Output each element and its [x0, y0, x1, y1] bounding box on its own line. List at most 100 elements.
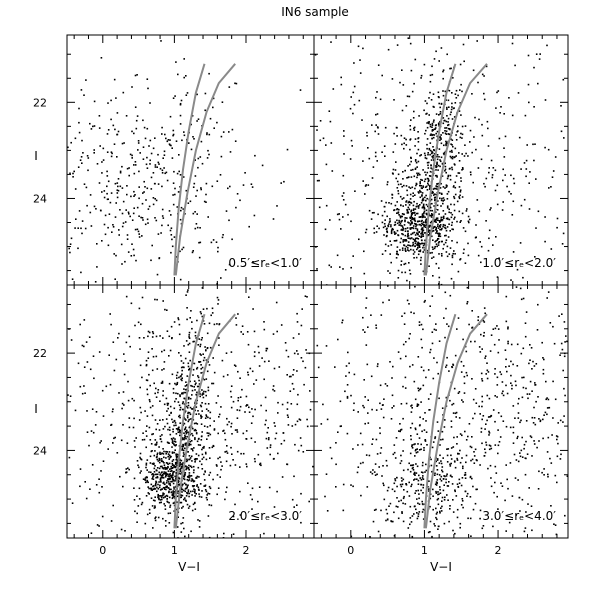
star-point: [342, 268, 344, 270]
star-point: [138, 498, 141, 500]
star-point: [142, 432, 144, 434]
star-point: [353, 85, 356, 88]
star-point: [216, 474, 219, 476]
star-point: [411, 483, 413, 486]
star-point: [192, 427, 194, 430]
star-point: [410, 210, 412, 213]
star-point: [128, 417, 131, 419]
star-point: [450, 426, 453, 428]
star-point: [80, 227, 82, 230]
star-point: [181, 373, 183, 376]
star-point: [561, 313, 563, 315]
star-point: [187, 362, 190, 365]
star-point: [226, 452, 229, 454]
star-point: [380, 408, 383, 410]
star-point: [553, 523, 555, 525]
star-point: [335, 463, 337, 466]
star-point: [169, 405, 172, 408]
star-point: [517, 479, 519, 481]
star-point: [211, 446, 214, 449]
star-point: [205, 414, 207, 416]
star-point: [174, 475, 176, 478]
star-point: [153, 488, 155, 490]
star-point: [199, 395, 201, 398]
star-point: [170, 467, 172, 470]
star-point: [188, 472, 191, 474]
star-point: [462, 168, 464, 170]
star-point: [384, 250, 387, 252]
star-point: [161, 126, 163, 129]
star-point: [179, 416, 181, 419]
star-point: [441, 469, 443, 472]
star-point: [517, 412, 520, 414]
star-point: [533, 443, 536, 445]
star-point: [116, 196, 119, 199]
star-point: [394, 169, 397, 171]
star-point: [117, 337, 119, 339]
star-point: [437, 223, 439, 226]
star-point: [129, 215, 131, 218]
star-point: [451, 144, 453, 146]
star-point: [406, 208, 408, 211]
star-point: [182, 449, 185, 452]
star-point: [407, 232, 409, 235]
star-point: [398, 221, 401, 224]
star-point: [480, 245, 483, 248]
star-point: [248, 411, 251, 413]
star-point: [175, 469, 178, 471]
star-point: [410, 237, 413, 239]
star-point: [361, 443, 364, 446]
star-point: [437, 244, 440, 246]
star-point: [507, 487, 509, 490]
star-point: [196, 385, 199, 388]
star-point: [164, 504, 166, 507]
star-point: [209, 424, 211, 427]
star-point: [398, 219, 400, 222]
star-point: [496, 384, 499, 386]
star-point: [196, 485, 198, 487]
star-point: [155, 469, 158, 471]
star-point: [171, 418, 173, 421]
star-point: [458, 482, 461, 484]
star-point: [534, 384, 536, 386]
star-point: [154, 164, 157, 166]
star-point: [494, 169, 497, 172]
star-point: [102, 147, 105, 150]
star-point: [157, 389, 160, 391]
star-point: [552, 380, 554, 383]
star-point: [412, 195, 414, 197]
star-point: [556, 217, 559, 220]
star-point: [80, 156, 83, 158]
star-point: [437, 372, 439, 375]
star-point: [345, 365, 348, 367]
star-point: [196, 423, 199, 425]
star-point: [494, 189, 497, 192]
star-point: [468, 218, 471, 221]
star-point: [452, 511, 455, 513]
star-point: [136, 228, 139, 231]
star-point: [419, 250, 422, 253]
star-point: [433, 194, 435, 196]
star-point: [459, 189, 462, 191]
star-point: [140, 216, 142, 219]
star-point: [447, 174, 450, 177]
star-point: [267, 438, 270, 441]
star-point: [199, 156, 202, 158]
y-axis-label-bottom: I: [34, 402, 38, 416]
star-point: [125, 295, 128, 298]
star-point: [220, 461, 222, 463]
star-point: [546, 44, 548, 47]
star-point: [400, 485, 403, 488]
star-point: [381, 404, 384, 406]
star-point: [352, 112, 354, 115]
star-point: [365, 307, 367, 309]
star-point: [461, 169, 463, 171]
star-point: [142, 146, 145, 148]
star-point: [180, 463, 183, 465]
star-point: [541, 471, 543, 474]
star-point: [446, 255, 449, 258]
star-point: [202, 456, 205, 459]
star-point: [381, 221, 384, 224]
star-point: [112, 124, 115, 127]
star-point: [183, 475, 186, 478]
